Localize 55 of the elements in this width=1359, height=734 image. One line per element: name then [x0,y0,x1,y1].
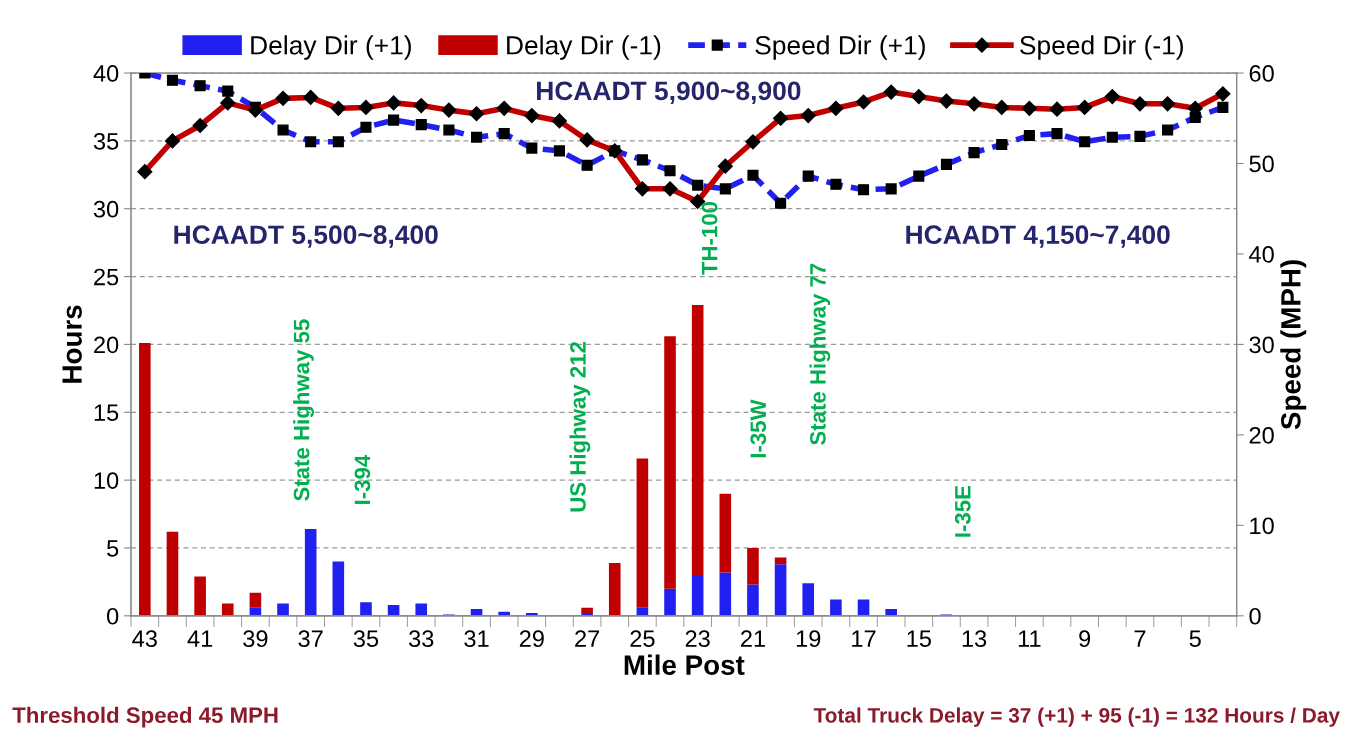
y2-tick-label: 40 [1249,246,1274,263]
x-tick-label: 29 [519,630,544,648]
x-tick-label: 11 [1018,630,1041,647]
x-tick-label: 27 [575,630,600,647]
y-tick-label: 20 [94,336,119,354]
x-tick-label: 21 [741,630,765,647]
x-tick-label: 43 [132,630,157,648]
annotation: HCAADT 5,900~8,900 [537,81,801,105]
x-tick-label: 5 [1189,630,1201,648]
y-tick-label: 10 [94,472,119,489]
annotation: TH-100 [701,201,718,275]
y2-tick-label: 30 [1249,336,1274,354]
y2-tick-label: 50 [1249,155,1274,173]
y2-axis-title: Speed (MPH) [1280,260,1307,430]
y-tick-label: 40 [93,65,119,82]
annotation: HCAADT 5,500~8,400 [174,225,438,248]
x-tick-label: 7 [1134,630,1146,647]
x-tick-label: 17 [852,630,876,647]
annotation: HCAADT 4,150~7,400 [906,225,1170,248]
x-tick-label: 25 [630,630,655,648]
y2-tick-label: 10 [1250,517,1274,535]
annotation: I-35E [954,485,971,537]
y-tick-label: 25 [94,268,119,286]
y-tick-label: 30 [93,200,119,218]
x-tick-label: 13 [962,630,987,648]
legend-label: Delay Dir (+1) [251,35,411,60]
legend-label: Delay Dir (-1) [507,35,661,60]
x-tick-label: 31 [464,630,489,648]
annotation: I-35W [750,399,767,458]
x-tick-label: 19 [796,630,821,648]
x-tick-label: 37 [298,630,323,648]
text: Threshold Speed 45 MPH [12,706,278,728]
y-tick-label: 0 [106,607,119,625]
text: Total Truck Delay = 37 (+1) + 95 (-1) = 132 Hours / Day [813,707,1340,727]
x-tick-label: 15 [907,630,931,648]
y-tick-label: 15 [94,404,119,422]
legend-label: Speed Dir (-1) [1020,35,1183,60]
y-axis-title: Hours [62,305,82,383]
x-tick-label: 39 [243,630,268,648]
x-tick-label: 33 [409,630,434,648]
x-tick-label: 35 [353,630,379,648]
y2-tick-label: 20 [1249,426,1274,444]
y-tick-label: 5 [107,540,119,557]
legend-label: Speed Dir (+1) [755,35,925,60]
x-tick-label: 9 [1079,630,1091,648]
y2-tick-label: 60 [1249,65,1274,82]
x-tick-label: 23 [685,630,710,648]
annotation: State Highway 77 [809,263,831,445]
annotation: US Highway 212 [569,341,591,512]
x-axis-title: Mile Post [624,654,745,675]
y-tick-label: 35 [93,132,119,150]
annotation: State Highway 55 [293,319,314,501]
y2-tick-label: 0 [1249,607,1261,625]
annotation: I-394 [354,454,371,504]
x-tick-label: 41 [187,630,213,647]
